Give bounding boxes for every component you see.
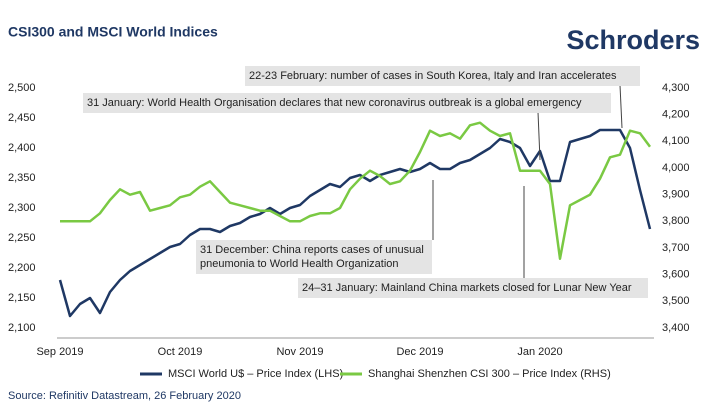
y2-tick-label: 4,300 xyxy=(662,82,690,94)
x-tick-label: Nov 2019 xyxy=(276,346,323,358)
annotation-text: pneumonia to World Health Organization xyxy=(200,258,399,270)
source-note: Source: Refinitiv Datastream, 26 Februar… xyxy=(8,390,241,402)
annotation-connector xyxy=(537,111,541,161)
y-tick-label: 2,500 xyxy=(8,82,36,94)
y2-tick-label: 3,800 xyxy=(662,215,690,227)
x-tick-label: Dec 2019 xyxy=(396,346,443,358)
annotation-box xyxy=(298,278,648,298)
y-tick-label: 2,400 xyxy=(8,142,36,154)
y2-tick-label: 3,600 xyxy=(662,269,690,281)
legend-label: Shanghai Shenzhen CSI 300 – Price Index … xyxy=(368,368,611,380)
y2-tick-label: 3,700 xyxy=(662,242,690,254)
chart-title: CSI300 and MSCI World Indices xyxy=(8,24,218,40)
series-line xyxy=(58,128,652,318)
y2-tick-label: 4,100 xyxy=(662,135,690,147)
annotation-text: 22-23 February: number of cases in South… xyxy=(249,70,617,82)
y-tick-label: 2,200 xyxy=(8,262,36,274)
annotation-box xyxy=(83,93,611,113)
y-tick-label: 2,100 xyxy=(8,322,36,334)
y-tick-label: 2,150 xyxy=(8,292,36,304)
x-tick-label: Oct 2019 xyxy=(158,346,203,358)
annotation-connector xyxy=(619,84,623,129)
y-tick-label: 2,300 xyxy=(8,202,36,214)
annotation-text: 31 December: China reports cases of unus… xyxy=(200,244,424,256)
annotation-box xyxy=(196,240,432,274)
series-line xyxy=(60,121,652,260)
y2-tick-label: 3,500 xyxy=(662,295,690,307)
y-tick-label: 2,350 xyxy=(8,172,36,184)
x-tick-label: Sep 2019 xyxy=(36,346,83,358)
brand-logo: Schroders xyxy=(566,25,700,55)
annotation-text: 24–31 January: Mainland China markets cl… xyxy=(302,282,632,294)
y2-tick-label: 4,000 xyxy=(662,162,690,174)
legend-label: MSCI World U$ – Price Index (LHS) xyxy=(168,368,343,380)
y2-tick-label: 4,200 xyxy=(662,109,690,121)
x-tick-label: Jan 2020 xyxy=(517,346,562,358)
y-tick-label: 2,450 xyxy=(8,112,36,124)
annotation-text: 31 January: World Health Organisation de… xyxy=(87,97,582,109)
y2-tick-label: 3,900 xyxy=(662,189,690,201)
y-tick-label: 2,250 xyxy=(8,232,36,244)
annotation-box xyxy=(245,66,640,86)
y2-tick-label: 3,400 xyxy=(662,322,690,334)
